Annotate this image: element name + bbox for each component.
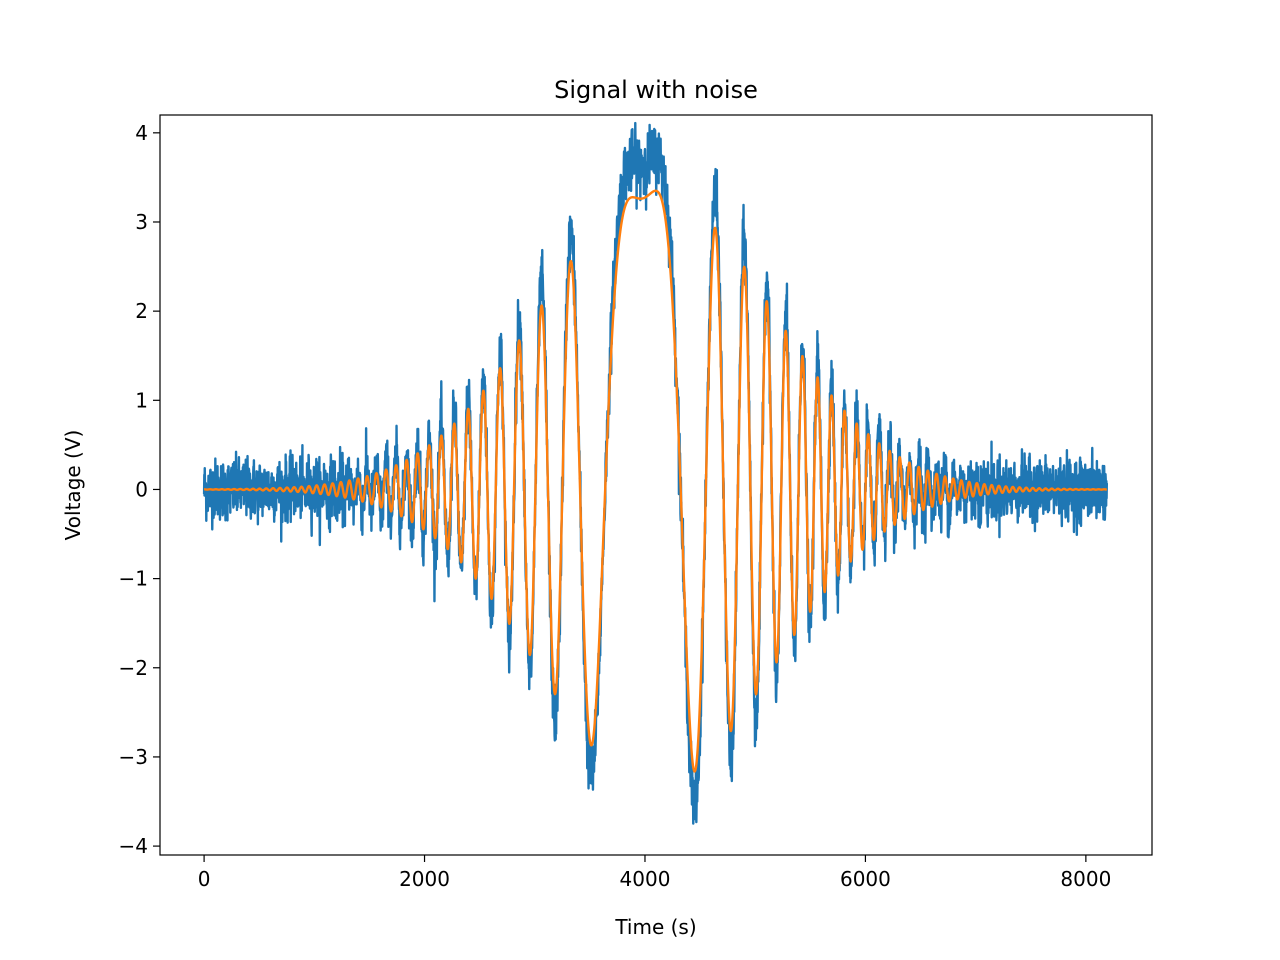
series-noisy-line bbox=[202, 121, 1109, 825]
x-tick-label: 8000 bbox=[1060, 867, 1111, 891]
series-layer bbox=[202, 121, 1109, 825]
series-clean-line bbox=[203, 189, 1108, 773]
y-tick-label: 2 bbox=[135, 299, 148, 323]
x-tick-label: 0 bbox=[198, 867, 211, 891]
y-tick-label: −3 bbox=[119, 745, 148, 769]
y-tick-label: −4 bbox=[119, 834, 148, 858]
y-tick-label: 3 bbox=[135, 210, 148, 234]
y-tick-label: 4 bbox=[135, 121, 148, 145]
x-tick-label: 4000 bbox=[620, 867, 671, 891]
y-tick-label: −2 bbox=[119, 656, 148, 680]
y-tick-label: −1 bbox=[119, 567, 148, 591]
x-tick-label: 6000 bbox=[840, 867, 891, 891]
y-axis: −4 −3 −2 −1 0 1 2 3 4 bbox=[119, 121, 160, 858]
chart-title: Signal with noise bbox=[554, 76, 758, 104]
y-axis-label: Voltage (V) bbox=[61, 430, 85, 541]
x-axis: 0 2000 4000 6000 8000 bbox=[198, 855, 1111, 891]
x-tick-label: 2000 bbox=[399, 867, 450, 891]
y-tick-label: 1 bbox=[135, 388, 148, 412]
x-axis-label: Time (s) bbox=[614, 915, 696, 939]
plot-area bbox=[159, 114, 1153, 856]
axes-frame bbox=[159, 114, 1153, 856]
y-tick-label: 0 bbox=[135, 477, 148, 501]
